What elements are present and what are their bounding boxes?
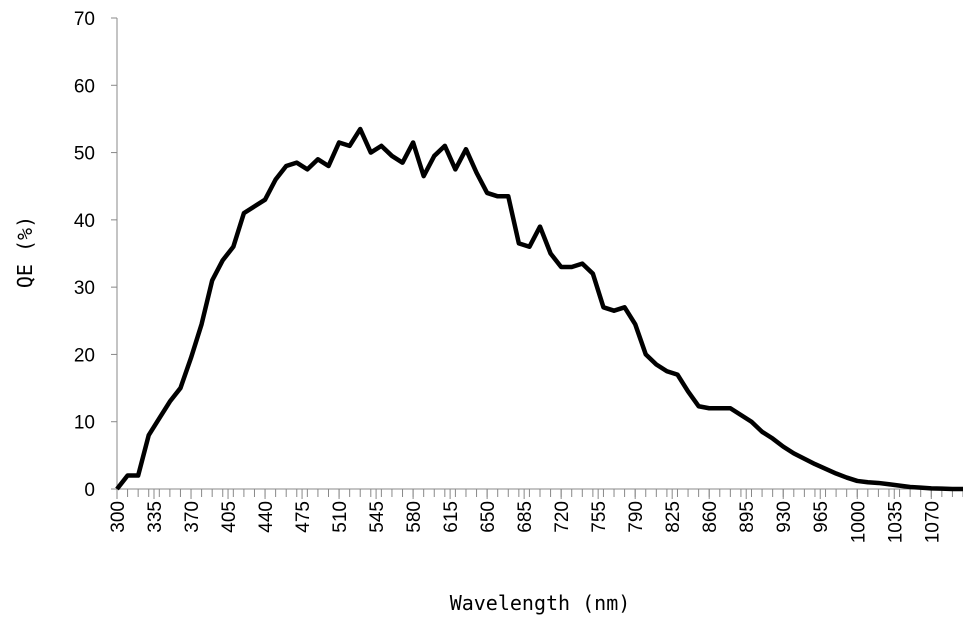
x-tick-label: 1000 bbox=[848, 501, 869, 543]
x-tick-label: 755 bbox=[589, 501, 610, 533]
x-tick-label: 300 bbox=[108, 501, 129, 533]
x-tick-label: 650 bbox=[478, 501, 499, 533]
x-tick-label: 790 bbox=[626, 501, 647, 533]
x-tick-label: 405 bbox=[219, 501, 240, 533]
x-tick-label: 440 bbox=[256, 501, 277, 533]
x-tick-label: 965 bbox=[811, 501, 832, 533]
x-tick-label: 860 bbox=[700, 501, 721, 533]
y-axis-title: QE (%) bbox=[13, 216, 37, 288]
x-tick-label: 1070 bbox=[922, 501, 943, 543]
x-tick-label: 720 bbox=[552, 501, 573, 533]
x-tick-label: 370 bbox=[182, 501, 203, 533]
y-tick-label: 0 bbox=[84, 480, 95, 501]
y-tick-label: 60 bbox=[74, 76, 95, 97]
y-tick-label: 10 bbox=[74, 413, 95, 434]
x-axis-title: Wavelength (nm) bbox=[450, 591, 631, 615]
x-tick-label: 510 bbox=[330, 501, 351, 533]
x-tick-label: 930 bbox=[774, 501, 795, 533]
y-tick-label: 70 bbox=[74, 9, 95, 30]
x-tick-label: 580 bbox=[404, 501, 425, 533]
x-tick-label: 1035 bbox=[885, 501, 906, 543]
x-tick-label: 335 bbox=[145, 501, 166, 533]
y-tick-label: 40 bbox=[74, 211, 95, 232]
x-tick-label: 825 bbox=[663, 501, 684, 533]
x-tick-label: 475 bbox=[293, 501, 314, 533]
x-tick-label: 895 bbox=[737, 501, 758, 533]
x-tick-label: 685 bbox=[515, 501, 536, 533]
y-tick-label: 20 bbox=[74, 345, 95, 366]
x-tick-label: 615 bbox=[441, 501, 462, 533]
data-line bbox=[115, 126, 963, 492]
y-tick-label: 50 bbox=[74, 144, 95, 165]
x-tick-label: 545 bbox=[367, 501, 388, 533]
y-tick-label: 30 bbox=[74, 278, 95, 299]
